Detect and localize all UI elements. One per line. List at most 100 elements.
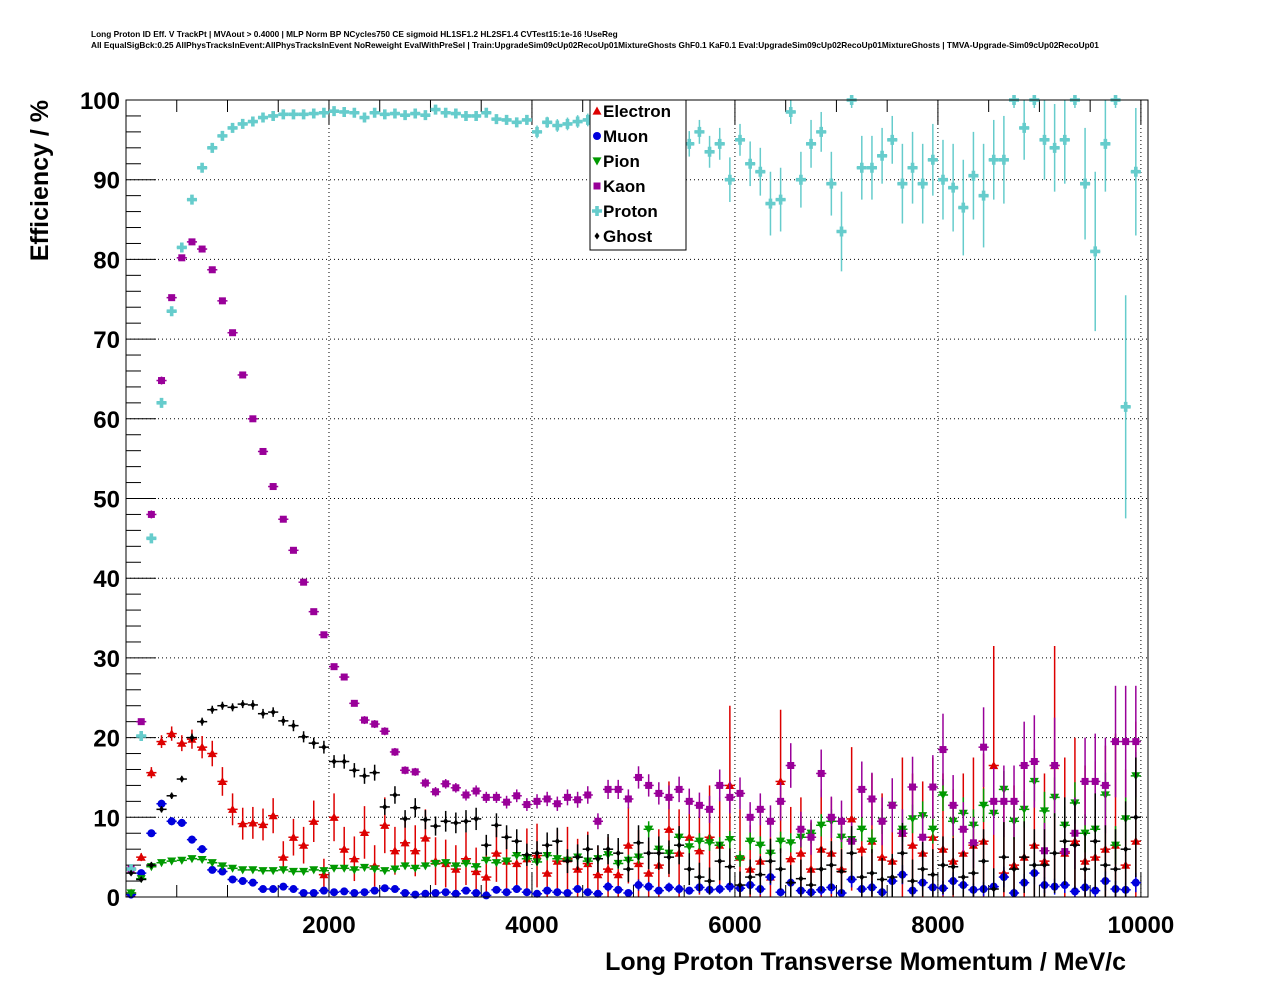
pion-marker	[928, 825, 938, 834]
ghost-marker	[392, 791, 398, 799]
kaon-point	[186, 238, 198, 246]
ghost-marker	[544, 841, 550, 849]
muon-marker	[259, 885, 268, 894]
kaon-marker	[990, 797, 998, 805]
muon-point	[379, 884, 390, 893]
proton-marker	[207, 142, 218, 153]
proton-point	[237, 118, 248, 129]
muon-marker	[350, 889, 359, 898]
pion-marker	[238, 866, 248, 875]
muon-point	[339, 887, 350, 896]
kaon-point	[927, 755, 938, 819]
pion-point	[856, 817, 867, 842]
kaon-marker	[929, 783, 937, 791]
kaon-marker	[178, 254, 186, 262]
muon-marker	[553, 888, 562, 897]
ghost-point	[298, 731, 309, 743]
electron-point	[288, 818, 299, 856]
kaon-marker	[401, 766, 409, 774]
kaon-marker	[371, 720, 379, 728]
kaon-point	[1008, 765, 1020, 838]
kaon-marker	[432, 788, 440, 796]
kaon-point	[836, 800, 847, 843]
proton-marker	[430, 104, 441, 115]
proton-marker	[785, 106, 796, 117]
proton-marker	[907, 162, 918, 173]
electron-marker	[146, 768, 156, 777]
ghost-marker	[1092, 837, 1098, 845]
ghost-point	[1008, 837, 1020, 897]
muon-marker	[593, 889, 602, 898]
proton-point	[795, 151, 806, 208]
ghost-point	[339, 754, 350, 769]
kaon-point	[207, 266, 218, 274]
y-tick-label: 100	[80, 88, 120, 115]
muon-legend-marker	[593, 132, 601, 140]
electron-marker	[217, 776, 227, 786]
ghost-marker	[270, 708, 276, 716]
electron-marker	[157, 737, 167, 746]
muon-point	[592, 889, 604, 898]
muon-point	[176, 818, 187, 827]
kaon-marker	[787, 761, 795, 769]
ghost-point	[785, 865, 796, 897]
ghost-marker	[362, 772, 368, 780]
pion-marker	[441, 859, 451, 868]
kaon-point	[653, 782, 664, 805]
ghost-marker	[524, 851, 530, 859]
ghost-marker	[1031, 861, 1037, 869]
kaon-marker	[756, 805, 764, 813]
proton-point	[846, 95, 857, 108]
kaon-marker	[706, 805, 714, 813]
ghost-point	[237, 700, 248, 709]
kaon-point	[369, 720, 380, 729]
ghost-point	[805, 867, 817, 897]
pion-point	[359, 863, 370, 873]
muon-marker	[299, 889, 308, 898]
pion-point	[369, 865, 380, 874]
pion-point	[186, 855, 198, 864]
proton-point	[907, 131, 918, 204]
ghost-point	[877, 857, 888, 897]
ghost-point	[552, 827, 563, 855]
chart-title-line-1: Long Proton ID Eff. V TrackPt | MVAout >…	[91, 29, 618, 39]
pion-point	[450, 862, 461, 871]
kaon-marker	[137, 718, 145, 726]
kaon-point	[582, 786, 593, 804]
pion-point	[257, 867, 269, 876]
kaon-point	[592, 813, 604, 830]
ghost-marker	[757, 871, 763, 879]
proton-marker	[866, 162, 877, 173]
muon-point	[562, 889, 573, 898]
ghost-marker	[615, 849, 621, 857]
proton-point	[521, 114, 532, 125]
ghost-point	[227, 703, 238, 712]
proton-point	[877, 127, 888, 184]
muon-point	[724, 881, 735, 893]
ghost-marker	[889, 873, 895, 881]
series-kaon	[126, 238, 1141, 882]
kaon-marker	[381, 727, 389, 735]
pion-point	[440, 859, 451, 868]
pion-point	[724, 830, 735, 849]
ghost-point	[440, 810, 451, 832]
muon-marker	[147, 829, 156, 838]
pion-point	[481, 856, 492, 865]
muon-marker	[1131, 878, 1140, 887]
ghost-marker	[534, 849, 540, 857]
muon-marker	[330, 888, 339, 897]
kaon-marker	[310, 608, 318, 616]
proton-marker	[775, 194, 786, 205]
pion-point	[643, 821, 654, 838]
ghost-point	[359, 767, 370, 784]
electron-marker	[207, 749, 217, 758]
proton-marker	[329, 106, 340, 117]
proton-point	[542, 116, 553, 128]
muon-marker	[279, 882, 288, 891]
kaon-marker	[361, 716, 369, 724]
kaon-marker	[198, 245, 206, 253]
ghost-marker	[788, 879, 794, 887]
ghost-marker	[169, 792, 175, 800]
kaon-marker	[746, 813, 754, 821]
ghost-marker	[250, 701, 256, 709]
